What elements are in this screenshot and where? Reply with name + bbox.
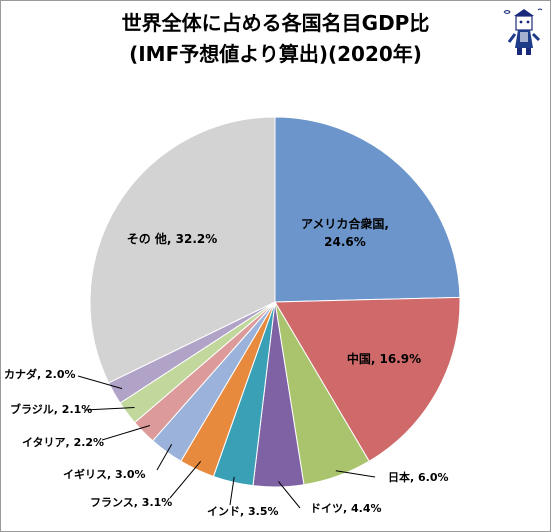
pie-slice [89,116,276,384]
slice-label: イタリア, 2.2% [22,436,104,449]
pie-slice [274,116,461,303]
chart-title: 世界全体に占める各国名目GDP比 (IMF予想値より算出)(2020年) [0,8,551,70]
slice-label: 中国, 16.9% [347,351,421,366]
chart-title-line2: (IMF予想値より算出)(2020年) [129,42,422,66]
leader-line [156,443,173,471]
slice-label: イギリス, 3.0% [63,467,146,481]
leader-line [335,470,376,478]
slice-label: インド, 3.5% [207,505,279,518]
slice-label: カナダ, 2.0% [4,367,76,381]
slice-label: アメリカ合衆国, 24.6% [301,216,389,249]
slice-label: ブラジル, 2.1% [10,402,92,416]
slice-label: ドイツ, 4.4% [310,502,382,515]
leader-line [229,476,235,506]
leader-line [77,375,123,390]
leader-line [169,460,202,499]
slice-label: 日本, 6.0% [388,470,449,484]
leader-line [278,481,301,509]
chart-title-line1: 世界全体に占める各国名目GDP比 [121,11,430,35]
leader-line [101,425,151,441]
slice-label: フランス, 3.1% [90,496,172,509]
mascot-logo [503,8,543,55]
slice-label: その 他, 32.2% [127,231,218,246]
leader-line [83,407,135,411]
pie-slice [274,296,461,462]
